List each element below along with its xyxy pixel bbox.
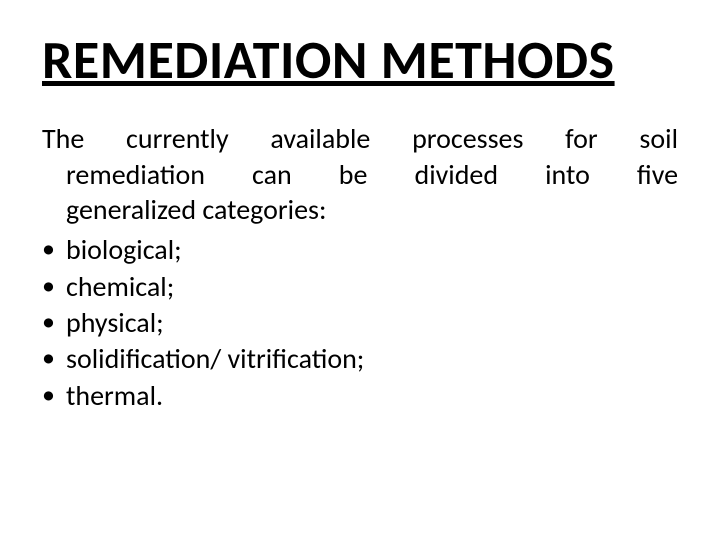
slide: REMEDIATION METHODS The currently availa… <box>0 0 720 540</box>
list-item: physical; <box>42 305 678 341</box>
category-list: biological; chemical; physical; solidifi… <box>42 232 678 414</box>
intro-paragraph: The currently available processes for so… <box>42 121 678 228</box>
list-item: solidification/ vitrification; <box>42 341 678 377</box>
intro-line-3: generalized categories: <box>42 192 678 228</box>
list-item: thermal. <box>42 378 678 414</box>
intro-line-1: The currently available processes for so… <box>42 121 678 157</box>
slide-title: REMEDIATION METHODS <box>42 32 678 89</box>
intro-line-2: remediation can be divided into five <box>42 157 678 193</box>
slide-body: The currently available processes for so… <box>42 121 678 414</box>
list-item: chemical; <box>42 269 678 305</box>
list-item: biological; <box>42 232 678 268</box>
